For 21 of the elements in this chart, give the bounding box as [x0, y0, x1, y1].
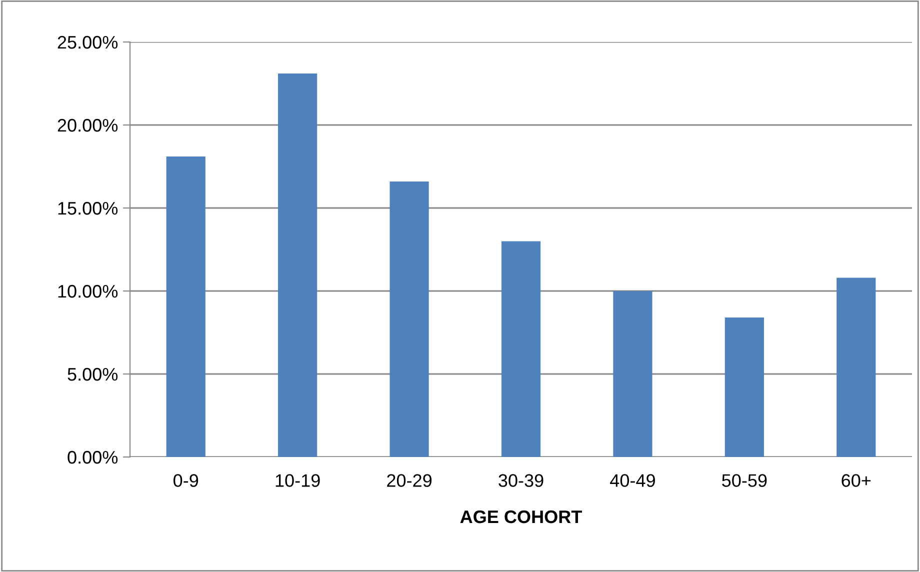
x-tick-label: 0-9 — [174, 474, 198, 487]
y-tick-label: 5.00% — [68, 368, 118, 381]
x-tick-label: 60+ — [842, 474, 871, 487]
x-axis-title: AGE COHORT — [460, 510, 582, 524]
x-tick-label: 50-59 — [722, 474, 767, 487]
y-tick-label: 0.00% — [68, 450, 118, 464]
y-tick-label: 20.00% — [58, 118, 118, 132]
x-tick-label: 30-39 — [498, 474, 544, 487]
y-tick-label: 10.00% — [58, 284, 118, 298]
bar — [166, 156, 206, 457]
x-tick-label: 20-29 — [387, 474, 432, 487]
y-tick-label: 25.00% — [58, 36, 118, 49]
bar — [613, 291, 652, 457]
bar — [278, 74, 318, 457]
y-tick-label: 15.00% — [58, 202, 118, 215]
bar — [501, 241, 541, 457]
x-tick-label: 40-49 — [610, 474, 655, 487]
x-tick-label: 10-19 — [276, 474, 320, 487]
bar — [390, 181, 429, 457]
bar — [724, 318, 764, 457]
bar — [836, 278, 876, 457]
